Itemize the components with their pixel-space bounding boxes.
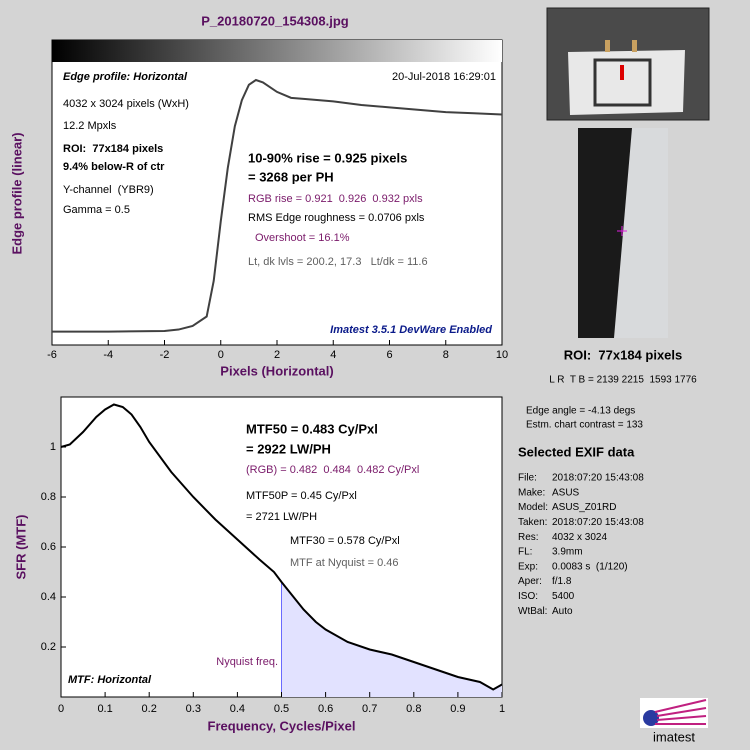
x-tick-label: 0.2: [142, 703, 157, 715]
x-tick-label: -4: [103, 349, 113, 361]
annotation: Edge profile: Horizontal: [63, 71, 188, 83]
exif-key: FL:: [518, 547, 532, 558]
annotation: Lt, dk lvls = 200.2, 17.3 Lt/dk = 11.6: [248, 256, 428, 268]
x-tick-label: 0: [218, 349, 224, 361]
annotation: 10-90% rise = 0.925 pixels: [248, 150, 407, 165]
x-tick-label: 0.1: [97, 703, 112, 715]
x-tick-label: 10: [496, 349, 508, 361]
exif-value: 2018:07:20 15:43:08: [552, 517, 644, 528]
exif-key: Aper:: [518, 576, 542, 587]
annotation: Gamma = 0.5: [63, 204, 130, 216]
x-tick-label: -2: [160, 349, 170, 361]
x-tick-label: 1: [499, 703, 505, 715]
annotation: MTF: Horizontal: [68, 674, 152, 686]
annotation: Overshoot = 16.1%: [255, 232, 350, 244]
chart-photo: [568, 50, 685, 115]
roi-label: ROI: 77x184 pixels: [564, 347, 683, 362]
measurement: Edge angle = -4.13 degs: [526, 406, 635, 417]
annotation: RMS Edge roughness = 0.0706 pxls: [248, 212, 425, 224]
exif-title: Selected EXIF data: [518, 444, 635, 459]
y-tick-label: 0.4: [41, 591, 56, 603]
x-axis-label: Frequency, Cycles/Pixel: [208, 718, 356, 733]
annotation: = 2721 LW/PH: [246, 511, 317, 523]
annotation: (RGB) = 0.482 0.484 0.482 Cy/Pxl: [246, 464, 419, 476]
clip: [605, 40, 610, 52]
data-line: [52, 78, 503, 333]
annotation: MTF50 = 0.483 Cy/Pxl: [246, 421, 378, 436]
annotation: 9.4% below-R of ctr: [63, 161, 165, 173]
x-tick-label: 6: [386, 349, 392, 361]
annotation: MTF30 = 0.578 Cy/Pxl: [290, 535, 400, 547]
annotation: 12.2 Mpxls: [63, 120, 117, 132]
y-tick-label: 0.8: [41, 491, 56, 503]
exif-value: 5400: [552, 591, 575, 602]
exif-key: WtBal:: [518, 606, 547, 617]
y-tick-label: 0.2: [41, 641, 56, 653]
y-tick-label: 1: [50, 441, 56, 453]
x-tick-label: 0.9: [450, 703, 465, 715]
roi-center: [617, 226, 627, 236]
exif-key: Make:: [518, 487, 545, 498]
logo-text: imatest: [653, 729, 695, 744]
x-tick-label: 0.6: [318, 703, 333, 715]
exif-key: ISO:: [518, 591, 538, 602]
exif-value: f/1.8: [552, 576, 572, 587]
x-tick-label: 0.7: [362, 703, 377, 715]
exif-key: Exp:: [518, 561, 538, 572]
exif-value: 0.0083 s (1/120): [552, 561, 628, 572]
x-tick-label: 0.3: [186, 703, 201, 715]
x-tick-label: 0.8: [406, 703, 421, 715]
annotation: MTF50P = 0.45 Cy/Pxl: [246, 490, 357, 502]
x-tick-label: 8: [443, 349, 449, 361]
exif-value: 4032 x 3024: [552, 532, 607, 543]
clip: [632, 40, 637, 52]
exif-key: Model:: [518, 502, 548, 513]
logo-ball: [643, 710, 659, 726]
mtf-area: [281, 582, 502, 697]
x-tick-label: 4: [330, 349, 336, 361]
x-tick-label: 0: [58, 703, 64, 715]
measurement: Estm. chart contrast = 133: [526, 420, 643, 431]
exif-value: 3.9mm: [552, 547, 583, 558]
x-axis-label: Pixels (Horizontal): [220, 363, 333, 378]
annotation: Imatest 3.5.1 DevWare Enabled: [330, 324, 492, 336]
annotation: Y-channel (YBR9): [63, 184, 154, 196]
x-tick-label: 2: [274, 349, 280, 361]
roi-coords: L R T B = 2139 2215 1593 1776: [549, 375, 697, 386]
chart-pattern: [593, 58, 652, 107]
exif-key: Taken:: [518, 517, 547, 528]
gray-scale-bar: [52, 40, 502, 62]
logo-lines: [654, 699, 707, 725]
annotation: Nyquist freq.: [216, 656, 278, 668]
annotation: = 3268 per PH: [248, 169, 334, 184]
exif-value: 2018:07:20 15:43:08: [552, 473, 644, 484]
exif-key: File:: [518, 473, 537, 484]
annotation: MTF at Nyquist = 0.46: [290, 557, 399, 569]
annotation: 20-Jul-2018 16:29:01: [392, 71, 496, 83]
y-axis-label: Edge profile (linear): [9, 132, 24, 254]
data-line: [60, 403, 503, 691]
exif-value: ASUS_Z01RD: [552, 502, 616, 513]
annotation: = 2922 LW/PH: [246, 441, 331, 456]
exif-value: Auto: [552, 606, 573, 617]
x-tick-label: -6: [47, 349, 57, 361]
y-tick-label: 0.6: [41, 541, 56, 553]
y-axis-label: SFR (MTF): [13, 515, 28, 580]
page-title: P_20180720_154308.jpg: [201, 13, 349, 28]
x-tick-label: 0.5: [274, 703, 289, 715]
roi-light: [614, 128, 668, 338]
exif-value: ASUS: [552, 487, 580, 498]
annotation: ROI: 77x184 pixels: [63, 143, 163, 155]
x-tick-label: 0.4: [230, 703, 245, 715]
exif-key: Res:: [518, 532, 539, 543]
annotation: RGB rise = 0.921 0.926 0.932 pxls: [248, 193, 423, 205]
roi-marker: [620, 65, 624, 80]
annotation: 4032 x 3024 pixels (WxH): [63, 98, 189, 110]
